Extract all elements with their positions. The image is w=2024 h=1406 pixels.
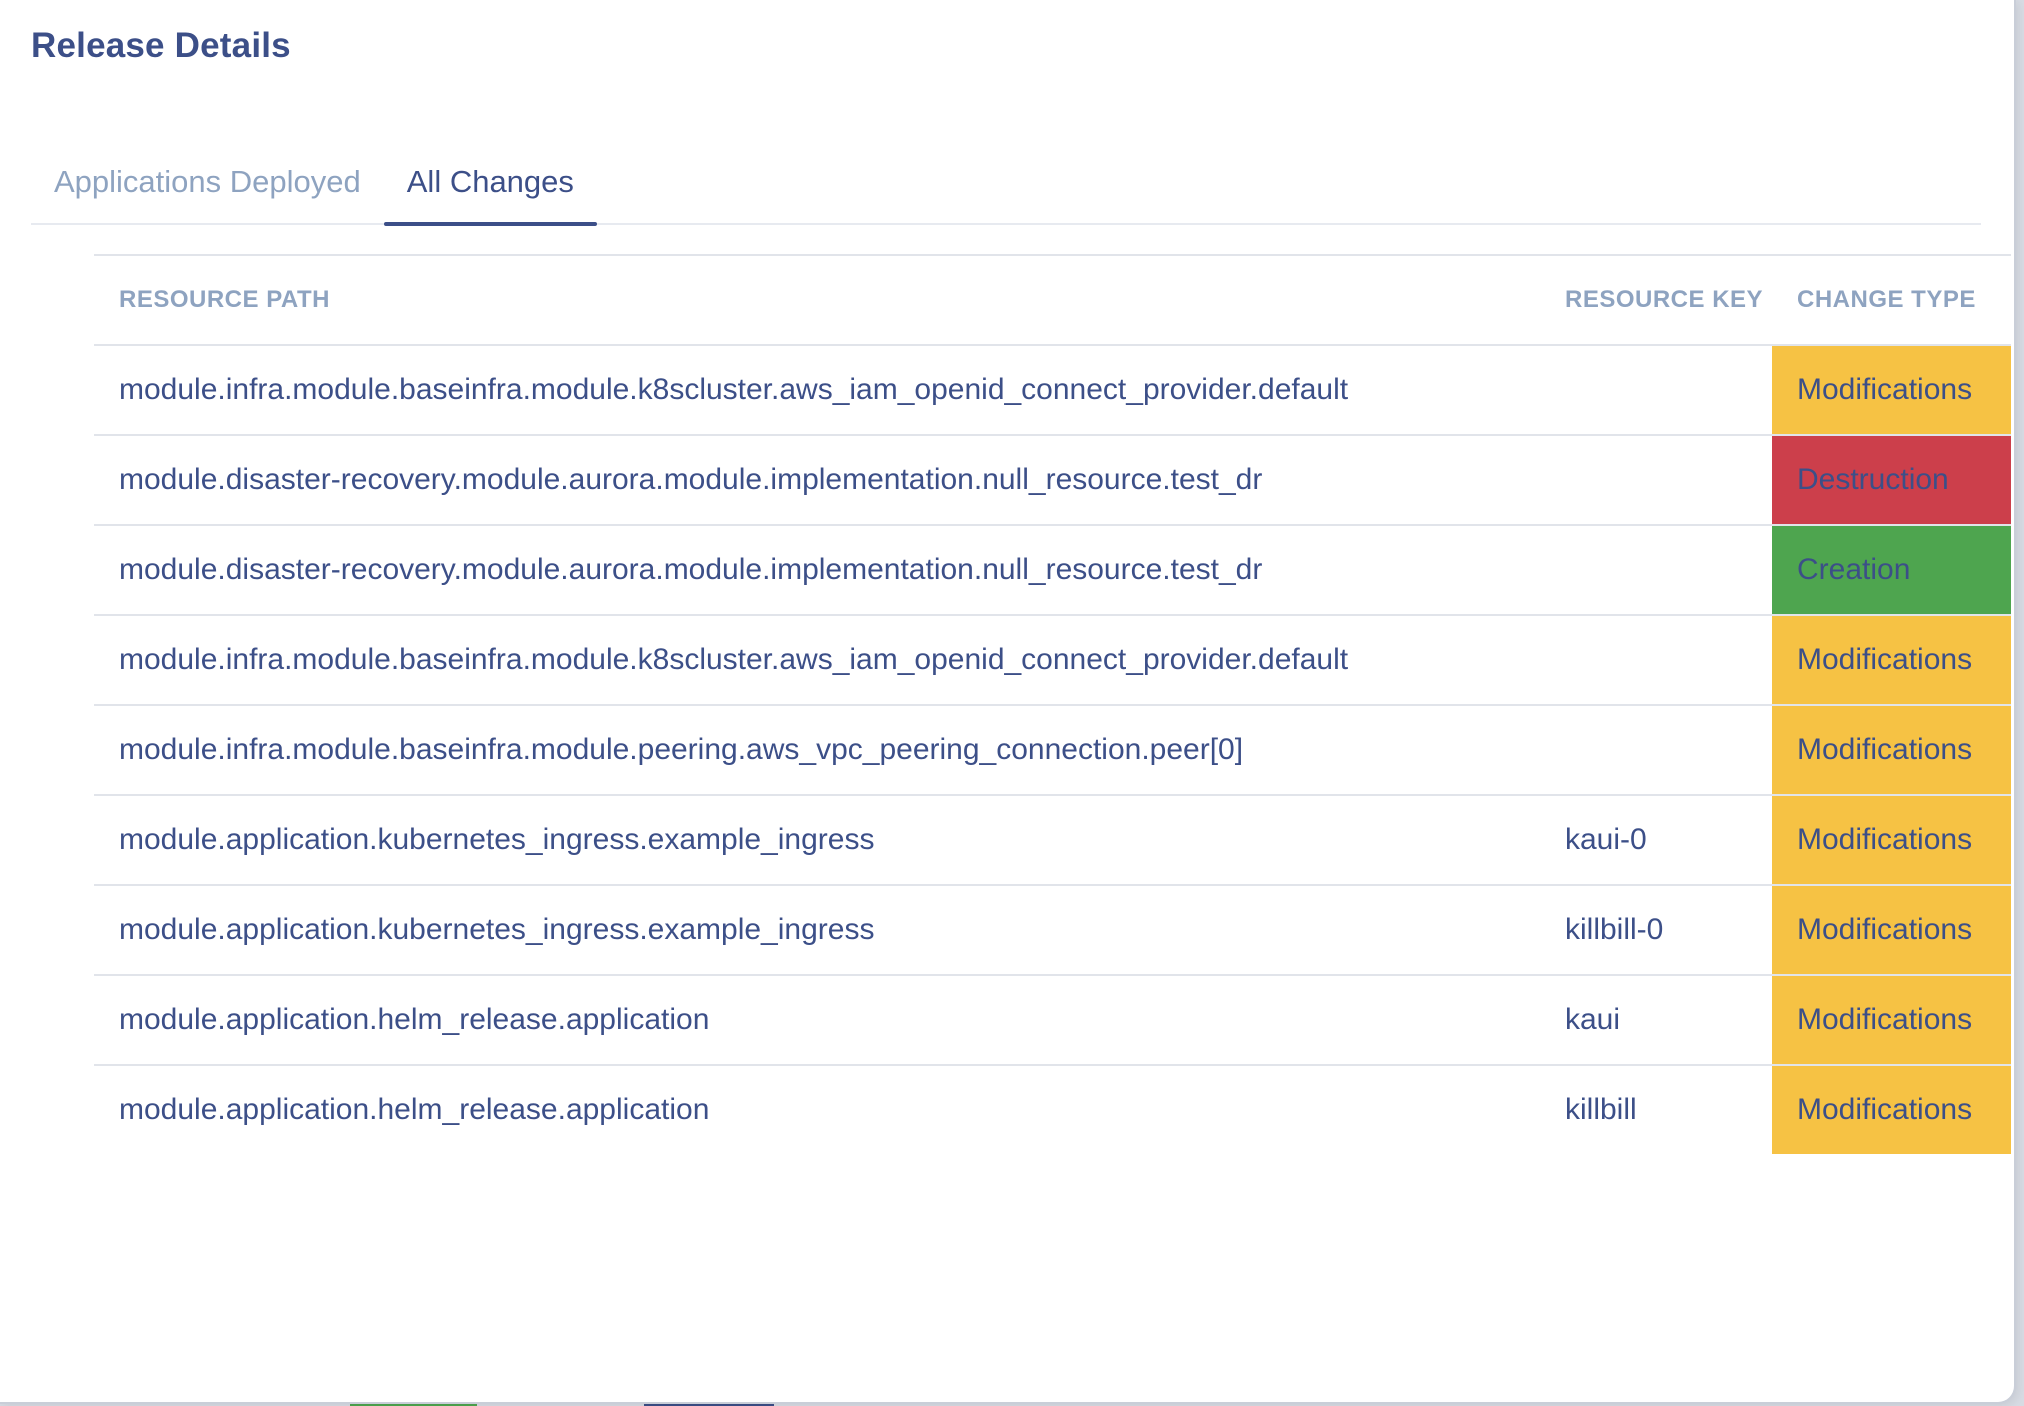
resource-key-cell: kaui xyxy=(1540,975,1772,1066)
change-type-cell: Modifications xyxy=(1772,705,2011,796)
resource-path-cell: module.infra.module.baseinfra.module.pee… xyxy=(94,705,1540,796)
table-row: module.application.helm_release.applicat… xyxy=(94,1065,2011,1154)
header-resource-key: RESOURCE KEY xyxy=(1540,254,1772,346)
resource-key-cell xyxy=(1540,705,1772,796)
change-type-cell: Destruction xyxy=(1772,435,2011,526)
tab-all-changes[interactable]: All Changes xyxy=(383,150,598,226)
table-row: module.infra.module.baseinfra.module.k8s… xyxy=(94,615,2011,706)
resource-key-cell xyxy=(1540,435,1772,526)
table-row: module.disaster-recovery.module.aurora.m… xyxy=(94,525,2011,616)
changes-table: RESOURCE PATH RESOURCE KEY CHANGE TYPE m… xyxy=(94,254,2011,1154)
table-row: module.application.kubernetes_ingress.ex… xyxy=(94,795,2011,886)
header-resource-path: RESOURCE PATH xyxy=(94,254,1540,346)
table-row: module.disaster-recovery.module.aurora.m… xyxy=(94,435,2011,526)
table-row: module.application.helm_release.applicat… xyxy=(94,975,2011,1066)
resource-path-cell: module.infra.module.baseinfra.module.k8s… xyxy=(94,345,1540,436)
resource-key-cell xyxy=(1540,345,1772,436)
table-header-row: RESOURCE PATH RESOURCE KEY CHANGE TYPE xyxy=(94,254,2011,346)
tab-applications-deployed[interactable]: Applications Deployed xyxy=(54,164,361,199)
resource-key-cell: killbill-0 xyxy=(1540,885,1772,976)
table-row: module.infra.module.baseinfra.module.k8s… xyxy=(94,345,2011,436)
resource-path-cell: module.application.helm_release.applicat… xyxy=(94,975,1540,1066)
change-type-cell: Modifications xyxy=(1772,885,2011,976)
change-type-cell: Modifications xyxy=(1772,795,2011,886)
resource-key-cell: kaui-0 xyxy=(1540,795,1772,886)
change-type-cell: Modifications xyxy=(1772,345,2011,436)
header-change-type: CHANGE TYPE xyxy=(1772,254,2011,346)
change-type-cell: Modifications xyxy=(1772,975,2011,1066)
resource-path-cell: module.disaster-recovery.module.aurora.m… xyxy=(94,525,1540,616)
resource-path-cell: module.infra.module.baseinfra.module.k8s… xyxy=(94,615,1540,706)
resource-path-cell: module.application.helm_release.applicat… xyxy=(119,1093,710,1126)
change-type-cell: Modifications xyxy=(1772,1065,2011,1154)
change-type-cell: Creation xyxy=(1772,525,2011,616)
resource-key-cell xyxy=(1540,615,1772,706)
resource-path-cell: module.disaster-recovery.module.aurora.m… xyxy=(94,435,1540,526)
resource-key-cell: killbill xyxy=(1565,1093,1637,1126)
modal-title: Release Details xyxy=(31,26,291,65)
table-row: module.infra.module.baseinfra.module.pee… xyxy=(94,705,2011,796)
table-row: module.application.kubernetes_ingress.ex… xyxy=(94,885,2011,976)
resource-path-cell: module.application.kubernetes_ingress.ex… xyxy=(94,795,1540,886)
resource-key-cell xyxy=(1540,525,1772,616)
change-type-cell: Modifications xyxy=(1772,615,2011,706)
resource-path-cell: module.application.kubernetes_ingress.ex… xyxy=(94,885,1540,976)
tab-bar: Applications Deployed All Changes xyxy=(31,150,1981,226)
changes-table-container: RESOURCE PATH RESOURCE KEY CHANGE TYPE m… xyxy=(94,254,2011,1154)
